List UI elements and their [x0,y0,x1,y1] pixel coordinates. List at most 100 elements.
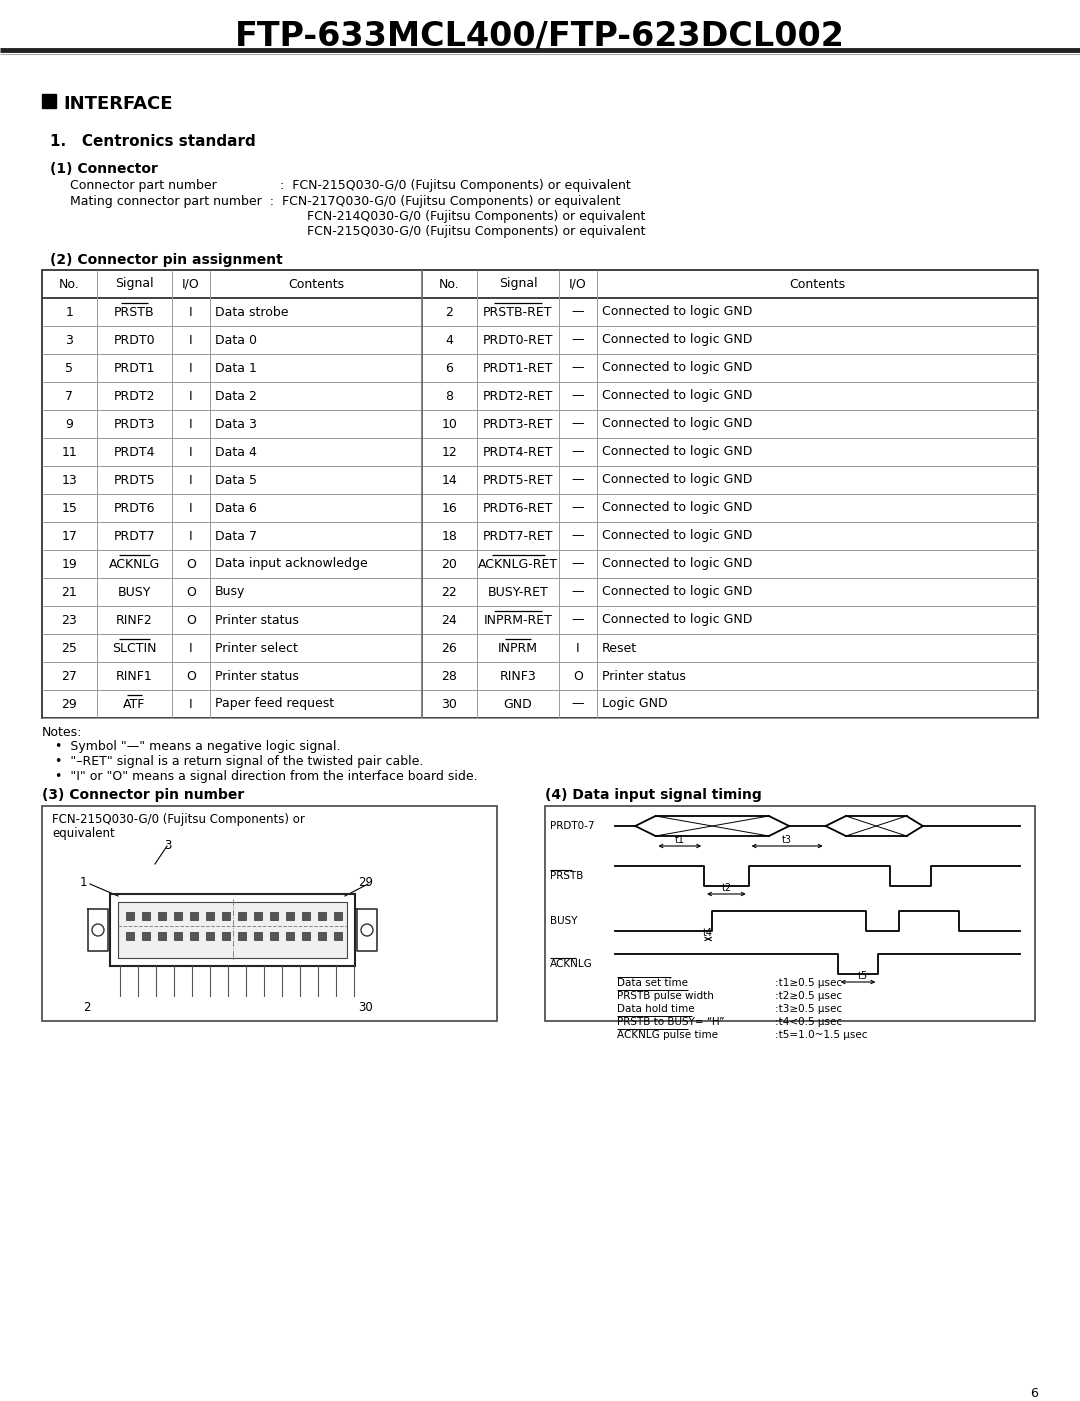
Text: I/O: I/O [569,277,586,290]
Text: RINF2: RINF2 [117,614,153,626]
Text: I: I [189,446,193,458]
Bar [254,912,262,920]
Bar [190,912,198,920]
Text: 1: 1 [66,305,73,318]
Bar [141,912,150,920]
Bar [206,912,214,920]
Text: Busy: Busy [215,586,245,598]
Text: 17: 17 [62,530,78,542]
Text: 11: 11 [62,446,78,458]
Bar [42,94,56,108]
Text: Printer status: Printer status [602,670,686,682]
Text: 7: 7 [66,389,73,402]
Text: 5: 5 [66,361,73,374]
Text: Data 6: Data 6 [215,502,257,514]
Text: —: — [571,502,584,514]
Text: —: — [571,586,584,598]
Text: Data 2: Data 2 [215,389,257,402]
Text: 16: 16 [442,502,457,514]
Bar [334,912,342,920]
Text: equivalent: equivalent [52,827,114,841]
Text: I: I [189,417,193,430]
Text: 8: 8 [446,389,454,402]
Bar [545,806,1035,1021]
Text: 15: 15 [62,502,78,514]
Bar [158,932,166,940]
Text: Connected to logic GND: Connected to logic GND [602,389,753,402]
Bar [302,912,310,920]
Text: :  FCN-215Q030-G/0 (Fujitsu Components) or equivalent: : FCN-215Q030-G/0 (Fujitsu Components) o… [280,179,631,192]
Text: PRSTB pulse width: PRSTB pulse width [617,991,714,1000]
Text: Connected to logic GND: Connected to logic GND [602,614,753,626]
Text: (3) Connector pin number: (3) Connector pin number [42,787,244,801]
Text: —: — [571,446,584,458]
Text: I: I [189,502,193,514]
Text: 25: 25 [62,642,78,654]
Text: Connected to logic GND: Connected to logic GND [602,502,753,514]
Text: 20: 20 [442,558,458,570]
Text: I/O: I/O [183,277,200,290]
Bar [238,912,246,920]
Text: :t1≥0.5 μsec: :t1≥0.5 μsec [775,978,842,988]
Text: I: I [189,474,193,486]
Text: PRDT1-RET: PRDT1-RET [483,361,553,374]
Text: Printer status: Printer status [215,670,299,682]
Text: INPRM-RET: INPRM-RET [484,614,553,626]
Text: PRDT0: PRDT0 [113,333,156,346]
Text: 21: 21 [62,586,78,598]
Bar [126,912,134,920]
Text: Reset: Reset [602,642,637,654]
Text: Contents: Contents [789,277,846,290]
Text: :t5=1.0~1.5 μsec: :t5=1.0~1.5 μsec [775,1030,867,1040]
Text: 9: 9 [66,417,73,430]
Text: I: I [577,642,580,654]
Bar [222,932,230,940]
Bar [254,932,262,940]
Text: t5: t5 [858,971,868,981]
Text: 19: 19 [62,558,78,570]
Bar [206,932,214,940]
Text: 30: 30 [442,698,458,710]
Text: PRDT1: PRDT1 [113,361,156,374]
Bar [238,932,246,940]
Text: t3: t3 [782,835,792,845]
Bar [334,932,342,940]
Text: 29: 29 [357,876,373,890]
Text: Connected to logic GND: Connected to logic GND [602,474,753,486]
Text: Connected to logic GND: Connected to logic GND [602,586,753,598]
Text: Connector part number: Connector part number [70,179,217,192]
Text: 1: 1 [80,876,87,890]
Text: ATF: ATF [123,698,146,710]
Text: Mating connector part number  :  FCN-217Q030-G/0 (Fujitsu Components) or equival: Mating connector part number : FCN-217Q0… [70,195,621,207]
Text: INPRM: INPRM [498,642,538,654]
Bar [302,932,310,940]
Text: —: — [571,361,584,374]
Text: t1: t1 [675,835,685,845]
Text: Logic GND: Logic GND [602,698,667,710]
Text: PRSTB to BUSY= “H”: PRSTB to BUSY= “H” [617,1017,725,1027]
Text: I: I [189,361,193,374]
Text: —: — [571,474,584,486]
Text: t4: t4 [703,927,713,939]
Text: 24: 24 [442,614,457,626]
Text: PRSTB: PRSTB [550,871,583,881]
Bar [286,932,294,940]
Text: Connected to logic GND: Connected to logic GND [602,333,753,346]
Text: O: O [573,670,583,682]
Bar [126,932,134,940]
Text: Data hold time: Data hold time [617,1005,694,1014]
Text: FCN-215Q030-G/0 (Fujitsu Components) or: FCN-215Q030-G/0 (Fujitsu Components) or [52,813,305,827]
Text: O: O [186,586,195,598]
Text: —: — [571,698,584,710]
Bar [141,932,150,940]
Text: 2: 2 [83,1000,91,1014]
Text: —: — [571,333,584,346]
Text: —: — [571,558,584,570]
Text: RINF1: RINF1 [117,670,153,682]
Text: PRDT4: PRDT4 [113,446,156,458]
Text: INTERFACE: INTERFACE [63,95,173,113]
Text: (4) Data input signal timing: (4) Data input signal timing [545,787,761,801]
Text: 14: 14 [442,474,457,486]
Text: O: O [186,670,195,682]
Text: —: — [571,417,584,430]
